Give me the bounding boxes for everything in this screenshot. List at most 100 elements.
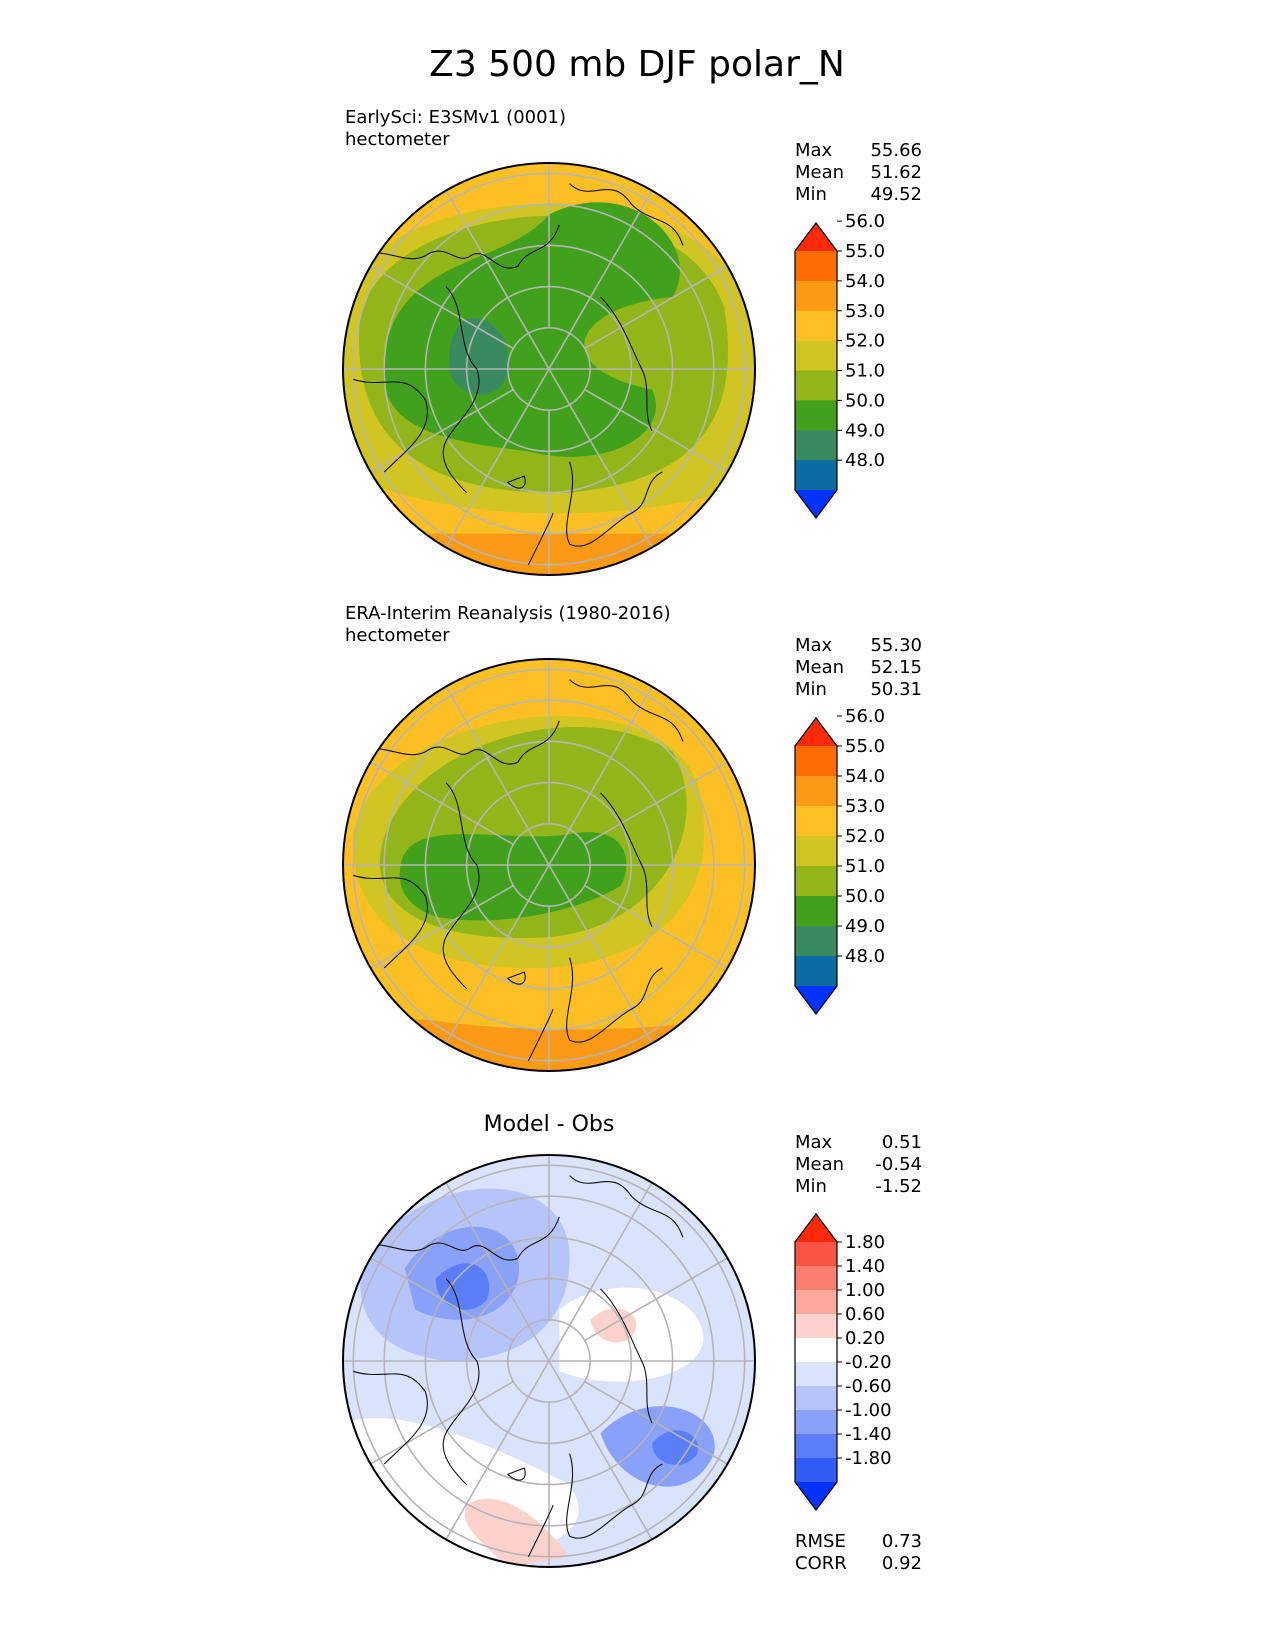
colorbar-segment	[795, 776, 837, 807]
colorbar-tick-label: -1.80	[845, 1448, 892, 1469]
stat-value: 49.52	[870, 184, 922, 205]
stat-label: Min	[795, 1176, 827, 1197]
colorbar-extend-max	[795, 223, 837, 251]
stat-label: Mean	[795, 1154, 844, 1175]
colorbar-tick-label: 54.0	[845, 766, 885, 787]
colorbar-segment	[795, 836, 837, 867]
colorbar-segment	[795, 1362, 837, 1387]
colorbar-outline	[794, 717, 838, 1015]
colorbar-segment	[795, 430, 837, 461]
graticule	[343, 163, 755, 575]
stat-label: Mean	[795, 657, 844, 678]
colorbar-segment	[795, 1290, 837, 1315]
colorbar-tick-label: 1.00	[845, 1280, 885, 1301]
colorbar-segment	[795, 400, 837, 431]
figure-title: Z3 500 mb DJF polar_N	[429, 44, 845, 85]
colorbar-outline	[794, 222, 838, 519]
colorbar-extend-min	[795, 1482, 837, 1510]
panel-title: Model - Obs	[484, 1112, 615, 1137]
colorbar-outline	[794, 1213, 838, 1511]
panel-3: Model - Obs Max 0.51 Mean -0.54 Min -1.52 -1.80…	[342, 1112, 922, 1574]
colorbar-segment	[795, 310, 837, 342]
colorbar-segment	[795, 956, 837, 987]
colorbar-tick-label: 53.0	[845, 301, 885, 322]
colorbar-segment	[795, 1434, 837, 1459]
stat-value: 0.51	[882, 1132, 922, 1153]
stat-label: Min	[795, 184, 827, 205]
colorbar-tick-label: 50.0	[845, 886, 885, 907]
colorbar-tick-label: 52.0	[845, 331, 885, 352]
panel-subtitle: hectometer	[345, 625, 450, 646]
stat-value: 55.30	[870, 635, 922, 656]
panel-subtitle: hectometer	[345, 129, 450, 150]
colorbar-tick-label: 53.0	[845, 796, 885, 817]
diff-region-deep-blue	[435, 1263, 699, 1465]
diff-region-pink	[464, 1308, 637, 1567]
panel-2: ERA-Interim Reanalysis (1980-2016)hectom…	[342, 603, 922, 1072]
colorbar-tick-label: 1.80	[845, 1232, 885, 1253]
map-border	[342, 1154, 756, 1568]
colorbar-tick-label: 54.0	[845, 271, 885, 292]
colorbar-tick-label: 56.0	[845, 706, 885, 727]
colorbar-segment	[795, 1242, 837, 1267]
colorbar-segment	[795, 1266, 837, 1291]
colorbar-extend-max	[795, 718, 837, 746]
colorbar-segment	[795, 896, 837, 927]
panel-subtitle: EarlySci: E3SMv1 (0001)	[345, 107, 566, 128]
graticule	[343, 659, 755, 1071]
polar-map	[343, 1155, 755, 1567]
colorbar-tick-label: -1.00	[845, 1400, 892, 1421]
colorbar-segment	[795, 1386, 837, 1411]
colorbar-tick-label: 49.0	[845, 420, 885, 441]
colorbar-segment	[795, 340, 837, 371]
colorbar-segment	[795, 1338, 837, 1363]
colorbar-segment	[795, 1458, 837, 1483]
colorbar-segment	[795, 251, 837, 282]
colorbar-segment	[795, 866, 837, 897]
coastlines	[353, 1176, 683, 1557]
stat-label: Min	[795, 679, 827, 700]
colorbar-tick-label: 55.0	[845, 241, 885, 262]
stat-value: -0.54	[875, 1154, 922, 1175]
colorbar-tick-label: -0.60	[845, 1376, 892, 1397]
colorbar-tick-label: 51.0	[845, 361, 885, 382]
colorbar-tick-label: 48.0	[845, 450, 885, 471]
map-border	[342, 162, 756, 576]
colorbar: 48.0 49.0 50.0 51.0 52.0 53.0 54.0 55.0 56.0	[794, 211, 885, 519]
colorbar-segment	[795, 1410, 837, 1435]
stat-label: Max	[795, 635, 833, 656]
stat-label: Max	[795, 140, 833, 161]
stat-value: 52.15	[870, 657, 922, 678]
colorbar-tick-label: 48.0	[845, 946, 885, 967]
colorbar-tick-label: -1.40	[845, 1424, 892, 1445]
colorbar-tick-label: 0.60	[845, 1304, 885, 1325]
colorbar: 48.0 49.0 50.0 51.0 52.0 53.0 54.0 55.0 56.0	[794, 706, 885, 1015]
colorbar-extend-min	[795, 986, 837, 1014]
footer-label: CORR	[795, 1553, 847, 1574]
colorbar-segment	[795, 280, 837, 312]
colorbar-segment	[795, 806, 837, 837]
stat-value: 50.31	[870, 679, 922, 700]
colorbar-segment	[795, 1314, 837, 1339]
stat-value: -1.52	[875, 1176, 922, 1197]
footer-label: RMSE	[795, 1531, 846, 1552]
colorbar-extend-min	[795, 490, 837, 518]
coastlines	[353, 680, 683, 1061]
panel-subtitle: ERA-Interim Reanalysis (1980-2016)	[345, 603, 671, 624]
colorbar-segment	[795, 370, 837, 401]
graticule	[343, 1155, 755, 1567]
stat-value: 55.66	[870, 140, 922, 161]
stat-label: Mean	[795, 162, 844, 183]
colorbar-tick-label: 56.0	[845, 211, 885, 232]
footer-value: 0.92	[882, 1553, 922, 1574]
colorbar-tick-label: 49.0	[845, 916, 885, 937]
colorbar-tick-label: 55.0	[845, 736, 885, 757]
coastlines	[353, 184, 683, 565]
colorbar: -1.80 -1.40 -1.00 -0.60 -0.20 0.20 0.60 1.00 1.4…	[794, 1213, 892, 1511]
colorbar-tick-label: 51.0	[845, 856, 885, 877]
map-border	[342, 658, 756, 1072]
footer-value: 0.73	[882, 1531, 922, 1552]
colorbar-segment	[795, 926, 837, 957]
